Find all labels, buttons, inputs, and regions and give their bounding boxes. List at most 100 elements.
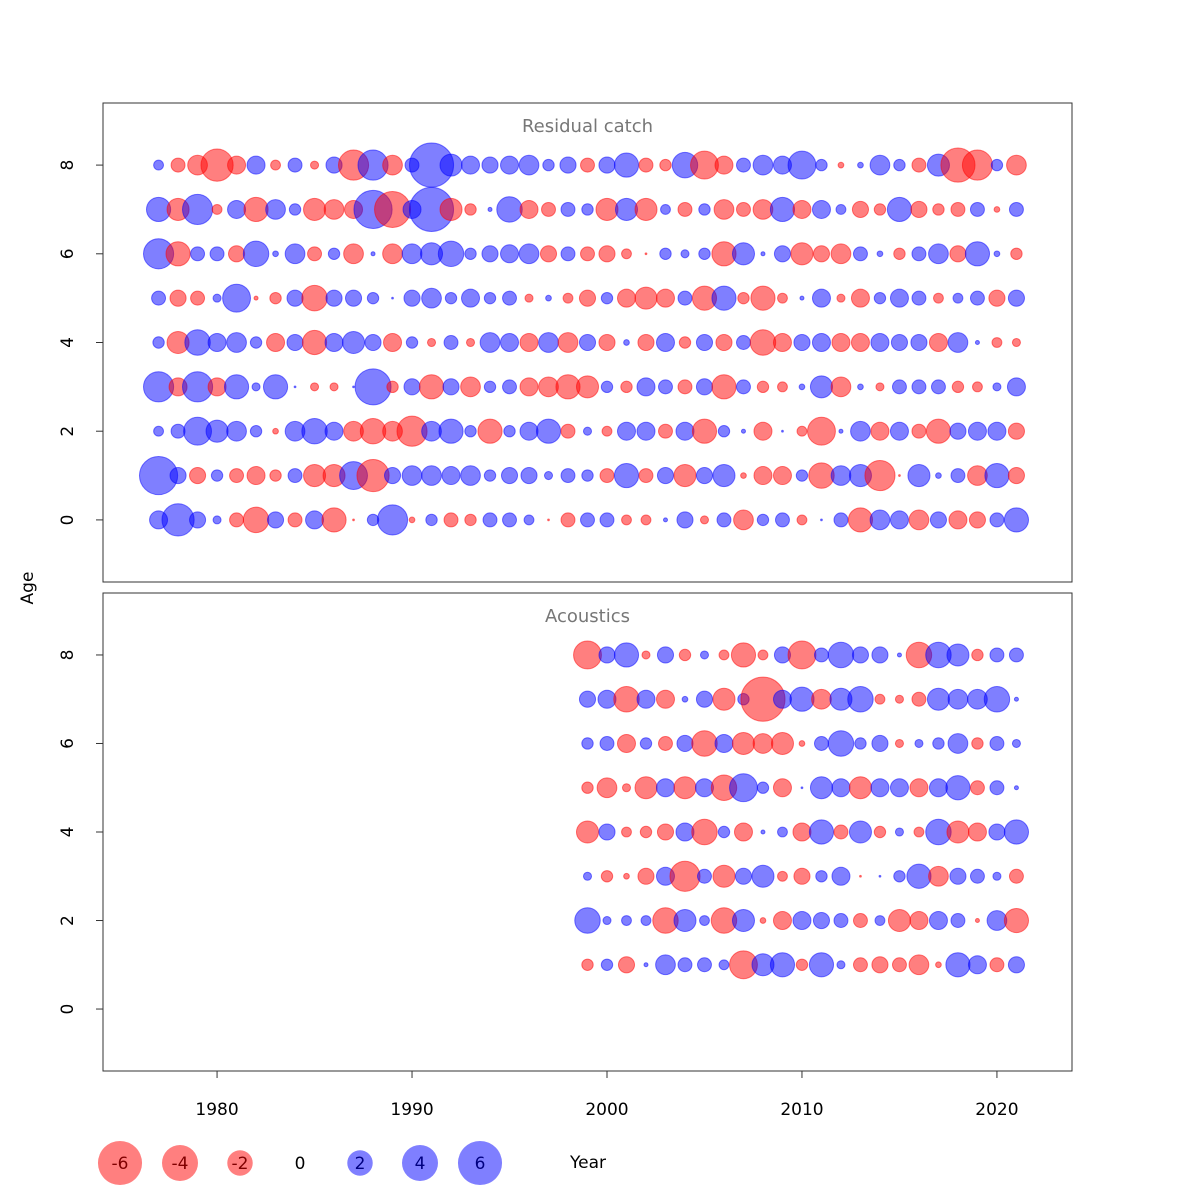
bubble — [464, 247, 477, 260]
bubble — [519, 421, 539, 441]
bubble — [678, 648, 692, 662]
panel-title: Acoustics — [545, 606, 630, 627]
bubble — [578, 333, 597, 352]
bubble — [870, 778, 890, 798]
bubble — [935, 961, 942, 969]
bubble — [321, 507, 347, 533]
bubble — [421, 287, 442, 309]
bubble — [1013, 785, 1019, 791]
bubble — [578, 690, 597, 708]
bubble — [809, 375, 833, 399]
bubble — [772, 689, 792, 709]
x-tick-label: 2000 — [585, 1100, 628, 1120]
bubble — [830, 243, 852, 265]
bubble — [925, 418, 952, 444]
bubble — [876, 250, 884, 258]
bubble — [496, 196, 523, 223]
y-tick-label: 2 — [58, 426, 78, 437]
bubble — [716, 512, 732, 528]
bubble — [695, 690, 714, 708]
bubble — [562, 292, 574, 304]
bubble — [1007, 289, 1025, 307]
bubble — [303, 197, 327, 221]
bubble — [560, 423, 576, 439]
bubble — [690, 150, 719, 180]
bubble — [681, 695, 689, 703]
bubble — [547, 518, 550, 522]
bubble — [874, 693, 886, 705]
bubble — [598, 333, 616, 352]
bubble — [971, 737, 984, 750]
bubble — [734, 867, 753, 885]
bubble — [560, 201, 576, 217]
bubble — [945, 775, 971, 801]
bubble — [189, 467, 207, 485]
bubble — [949, 422, 967, 440]
bubble — [656, 823, 675, 841]
bubble — [969, 201, 985, 217]
bubble — [830, 376, 852, 398]
bubble — [736, 335, 751, 350]
bubble — [950, 913, 966, 928]
bubble — [519, 199, 539, 219]
bubble — [870, 421, 890, 441]
bubble — [655, 288, 675, 308]
bubble — [792, 199, 812, 219]
bubble — [644, 252, 648, 256]
bubble — [712, 464, 736, 488]
bubble — [655, 778, 675, 798]
bubble — [798, 740, 806, 747]
bubble — [344, 289, 363, 307]
bubble — [774, 512, 790, 528]
bubble — [836, 293, 846, 303]
bubble — [988, 823, 1006, 841]
bubble — [695, 378, 714, 396]
bubble — [731, 242, 755, 266]
legend-label: 2 — [355, 1154, 366, 1174]
bubble — [170, 423, 186, 439]
bubble — [170, 157, 186, 173]
bubble — [833, 913, 849, 928]
bubble — [852, 246, 868, 262]
bubble — [871, 956, 889, 974]
bubble — [736, 201, 751, 217]
bubble — [403, 378, 421, 396]
bubble — [698, 203, 711, 216]
bubble — [403, 289, 421, 307]
bubble — [989, 957, 1005, 973]
bubble — [769, 952, 796, 978]
bubble — [909, 778, 929, 798]
bubble — [623, 872, 630, 880]
bubble — [852, 913, 868, 928]
bubble — [643, 962, 649, 968]
legend-bubble — [97, 1140, 143, 1186]
bubble — [908, 954, 930, 976]
bubble — [212, 515, 222, 525]
bubble — [677, 290, 693, 306]
bubble — [793, 333, 811, 352]
bubble — [699, 915, 710, 926]
bubble — [777, 826, 788, 838]
bubble — [1006, 377, 1026, 397]
bubble — [950, 468, 966, 484]
bubble — [974, 918, 980, 924]
bubble — [382, 243, 403, 265]
bubble — [613, 462, 640, 489]
bubble — [600, 380, 614, 394]
legend-label: -2 — [232, 1154, 249, 1174]
bubble — [929, 511, 947, 529]
bubble — [1013, 696, 1019, 702]
bubble — [437, 240, 465, 268]
bubble — [460, 376, 481, 398]
bubble — [1007, 422, 1025, 440]
bubble — [502, 290, 517, 306]
bubble — [991, 337, 1003, 348]
bubble — [950, 201, 966, 217]
bubble — [1011, 337, 1021, 348]
bubble — [835, 204, 847, 215]
bubble — [169, 289, 187, 307]
y-tick-label: 2 — [58, 915, 78, 926]
bubble — [750, 285, 776, 311]
bubble — [621, 915, 632, 926]
bubble — [538, 332, 559, 353]
